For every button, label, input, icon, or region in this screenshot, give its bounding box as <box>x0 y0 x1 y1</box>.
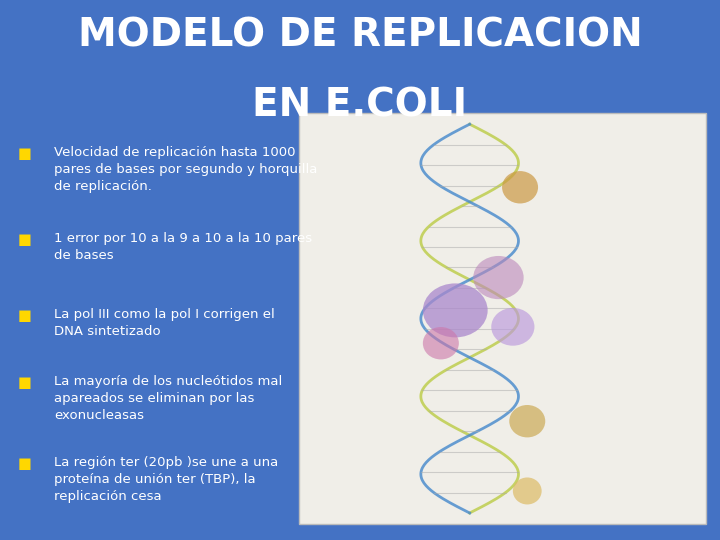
Text: Velocidad de replicación hasta 1000
pares de bases por segundo y horquilla
de re: Velocidad de replicación hasta 1000 pare… <box>54 146 318 193</box>
Text: La mayoría de los nucleótidos mal
apareados se eliminan por las
exonucleasas: La mayoría de los nucleótidos mal aparea… <box>54 375 282 422</box>
Text: ■: ■ <box>18 308 32 323</box>
Text: ■: ■ <box>18 232 32 247</box>
Ellipse shape <box>491 308 534 346</box>
Text: ■: ■ <box>18 375 32 390</box>
Ellipse shape <box>513 477 541 504</box>
Text: 1 error por 10 a la 9 a 10 a la 10 pares
de bases: 1 error por 10 a la 9 a 10 a la 10 pares… <box>54 232 312 262</box>
Text: La región ter (20pb )se une a una
proteína de unión ter (TBP), la
replicación ce: La región ter (20pb )se une a una proteí… <box>54 456 278 503</box>
Ellipse shape <box>473 256 523 299</box>
Text: ■: ■ <box>18 146 32 161</box>
Bar <box>299 113 706 524</box>
Ellipse shape <box>423 327 459 360</box>
Text: La pol III como la pol I corrigen el
DNA sintetizado: La pol III como la pol I corrigen el DNA… <box>54 308 275 338</box>
Ellipse shape <box>423 284 487 338</box>
Ellipse shape <box>509 405 545 437</box>
Text: EN E.COLI: EN E.COLI <box>253 86 467 124</box>
Ellipse shape <box>502 171 538 204</box>
Text: ■: ■ <box>18 456 32 471</box>
Text: MODELO DE REPLICACION: MODELO DE REPLICACION <box>78 16 642 54</box>
